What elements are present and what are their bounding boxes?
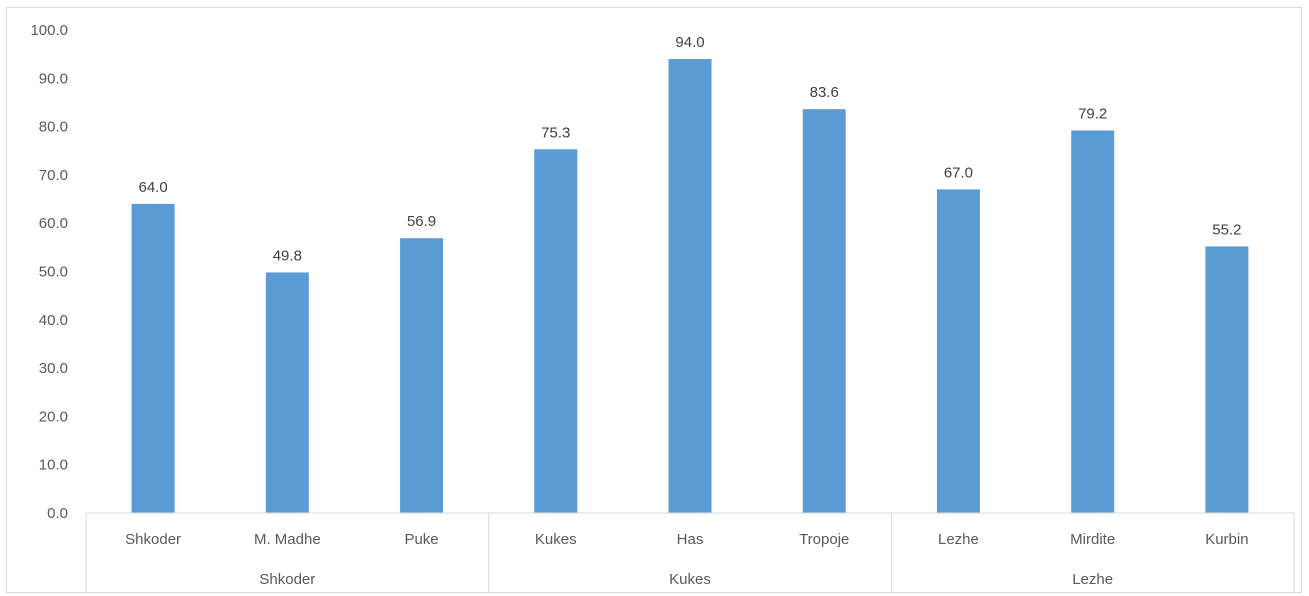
bar bbox=[131, 203, 175, 513]
y-tick-label: 70.0 bbox=[39, 167, 68, 184]
data-label: 83.6 bbox=[810, 84, 839, 101]
data-label: 79.2 bbox=[1078, 105, 1107, 122]
y-tick-label: 60.0 bbox=[39, 215, 68, 232]
y-tick-label: 10.0 bbox=[39, 457, 68, 474]
x-tick-label: Puke bbox=[404, 531, 438, 548]
data-label: 49.8 bbox=[273, 247, 302, 264]
x-tick-label: Kurbin bbox=[1205, 531, 1248, 548]
x-tick-label: Shkoder bbox=[125, 531, 181, 548]
data-label: 55.2 bbox=[1212, 221, 1241, 238]
y-tick-label: 20.0 bbox=[39, 408, 68, 425]
x-tick-label: Has bbox=[677, 531, 704, 548]
x-tick-label: Mirdite bbox=[1070, 531, 1115, 548]
y-tick-label: 30.0 bbox=[39, 360, 68, 377]
group-label: Kukes bbox=[669, 571, 711, 588]
group-label: Lezhe bbox=[1072, 571, 1113, 588]
group-label: Shkoder bbox=[259, 571, 315, 588]
bar bbox=[400, 238, 444, 513]
bar bbox=[1205, 246, 1249, 513]
x-tick-label: Lezhe bbox=[938, 531, 979, 548]
bar bbox=[668, 58, 712, 513]
y-tick-label: 0.0 bbox=[47, 505, 68, 522]
bar bbox=[265, 272, 309, 513]
y-tick-label: 100.0 bbox=[30, 22, 68, 39]
y-tick-label: 80.0 bbox=[39, 119, 68, 136]
y-tick-label: 40.0 bbox=[39, 312, 68, 329]
bar bbox=[534, 149, 578, 513]
bar bbox=[1071, 130, 1115, 514]
x-tick-label: Kukes bbox=[535, 531, 577, 548]
y-tick-label: 50.0 bbox=[39, 264, 68, 281]
y-tick-label: 90.0 bbox=[39, 70, 68, 87]
data-label: 94.0 bbox=[675, 34, 704, 51]
x-tick-label: M. Madhe bbox=[254, 531, 321, 548]
data-label: 64.0 bbox=[139, 179, 168, 196]
x-tick-label: Tropoje bbox=[799, 531, 849, 548]
bar bbox=[936, 189, 980, 513]
bar bbox=[802, 109, 846, 513]
data-label: 67.0 bbox=[944, 164, 973, 181]
data-label: 56.9 bbox=[407, 213, 436, 230]
data-label: 75.3 bbox=[541, 124, 570, 141]
